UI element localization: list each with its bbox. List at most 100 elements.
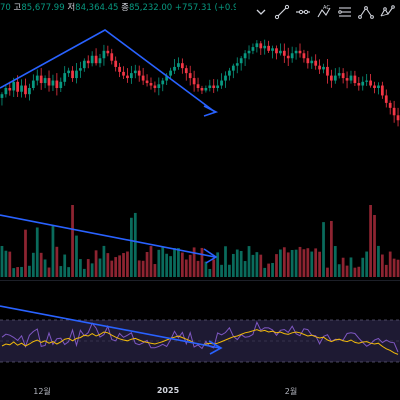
candle-body	[373, 85, 376, 88]
volume-bar	[259, 254, 263, 277]
volume-bar	[330, 220, 333, 277]
caret-down-icon[interactable]	[250, 1, 271, 23]
rsi-arrowhead	[208, 340, 223, 355]
abcd-pattern-icon[interactable]: AC	[313, 1, 334, 23]
candle-body	[0, 94, 4, 98]
candle-body	[259, 43, 263, 49]
candle-body	[388, 102, 392, 108]
horizontal-ray-icon[interactable]	[292, 1, 313, 23]
candle-body	[55, 80, 59, 88]
volume-bar	[373, 215, 376, 277]
candle-body	[275, 48, 278, 54]
volume-bar	[302, 249, 306, 277]
volume-bar	[357, 266, 361, 277]
price-chart[interactable]	[0, 0, 400, 195]
volume-bar	[310, 251, 314, 277]
candle-body	[31, 80, 35, 88]
candle-body	[75, 70, 78, 79]
rsi-trend-line	[0, 305, 221, 349]
volume-bar	[267, 263, 270, 277]
candle-body	[86, 60, 90, 64]
low-label: 저	[67, 3, 76, 13]
candle-body	[8, 88, 12, 91]
svg-text:AC: AC	[323, 5, 330, 11]
candle-body	[149, 83, 153, 86]
volume-bar	[279, 249, 282, 277]
candle-body	[263, 45, 267, 49]
candle-body	[71, 70, 74, 79]
volume-bar	[51, 225, 55, 277]
candle-body	[212, 85, 216, 88]
volume-bar	[396, 259, 400, 277]
time-axis[interactable]: 12월 2025 2월	[0, 382, 400, 400]
volume-bar	[8, 251, 12, 277]
candle-body	[180, 63, 184, 69]
volume-bar	[98, 258, 102, 277]
volume-bar	[79, 259, 82, 277]
volume-bar	[318, 251, 321, 277]
volume-bar	[251, 254, 255, 277]
volume-bar	[239, 250, 243, 277]
volume-bar	[369, 205, 372, 277]
candle-body	[39, 75, 43, 84]
volume-bar	[16, 267, 20, 277]
candle-body	[271, 48, 274, 51]
candle-body	[337, 73, 341, 76]
volume-bar	[235, 249, 239, 277]
volume-bar	[275, 254, 278, 277]
volume-bar	[290, 249, 294, 277]
volume-bar	[286, 252, 290, 277]
trend-arrowhead	[203, 105, 219, 117]
candle-body	[192, 78, 196, 85]
candle-body	[28, 88, 31, 95]
price-pane[interactable]	[0, 0, 400, 195]
pitchfork-icon[interactable]	[356, 1, 377, 23]
close-value: 85,232.00	[128, 3, 173, 13]
volume-bar	[365, 251, 369, 277]
candle-body	[251, 47, 255, 51]
volume-bar	[228, 264, 231, 277]
volume-bar	[59, 266, 63, 277]
volume-bar	[255, 252, 259, 277]
candle-body	[200, 88, 204, 91]
candle-body	[294, 50, 298, 54]
volume-bar	[0, 245, 4, 277]
volume-bar	[114, 257, 118, 277]
volume-bar	[192, 247, 196, 277]
candle-body	[24, 85, 27, 95]
volume-bar	[298, 246, 302, 277]
time-tick-2025: 2025	[156, 386, 180, 395]
parallel-channel-icon[interactable]	[335, 1, 356, 23]
candle-body	[16, 81, 20, 92]
xabcd-pattern-icon[interactable]	[377, 1, 398, 23]
candle-body	[102, 50, 106, 59]
candle-body	[220, 80, 223, 86]
price-trend-line	[0, 29, 216, 113]
candle-body	[306, 58, 310, 64]
candle-body	[118, 66, 121, 72]
rsi-pane[interactable]	[0, 282, 400, 382]
pane-divider[interactable]	[0, 280, 400, 281]
volume-bar	[43, 259, 47, 277]
candle-body	[196, 84, 200, 88]
volume-bar	[224, 246, 227, 277]
volume-bar	[165, 253, 169, 277]
candle-body	[188, 73, 192, 79]
candle-body	[90, 55, 94, 64]
candle-body	[380, 85, 384, 96]
volume-bar	[212, 259, 216, 277]
volume-bar	[388, 251, 392, 277]
candle-body	[282, 50, 286, 56]
volume-bar	[200, 247, 204, 277]
high-label: 고	[13, 3, 22, 13]
volume-chart[interactable]	[0, 195, 400, 277]
candle-body	[349, 75, 353, 81]
candle-body	[153, 85, 157, 88]
rsi-chart[interactable]	[0, 282, 400, 382]
candle-body	[208, 85, 212, 88]
volume-bar	[353, 267, 357, 277]
volume-pane[interactable]	[0, 195, 400, 277]
candle-body	[43, 78, 47, 84]
trend-line-icon[interactable]	[271, 1, 292, 23]
volume-bar	[55, 246, 59, 277]
